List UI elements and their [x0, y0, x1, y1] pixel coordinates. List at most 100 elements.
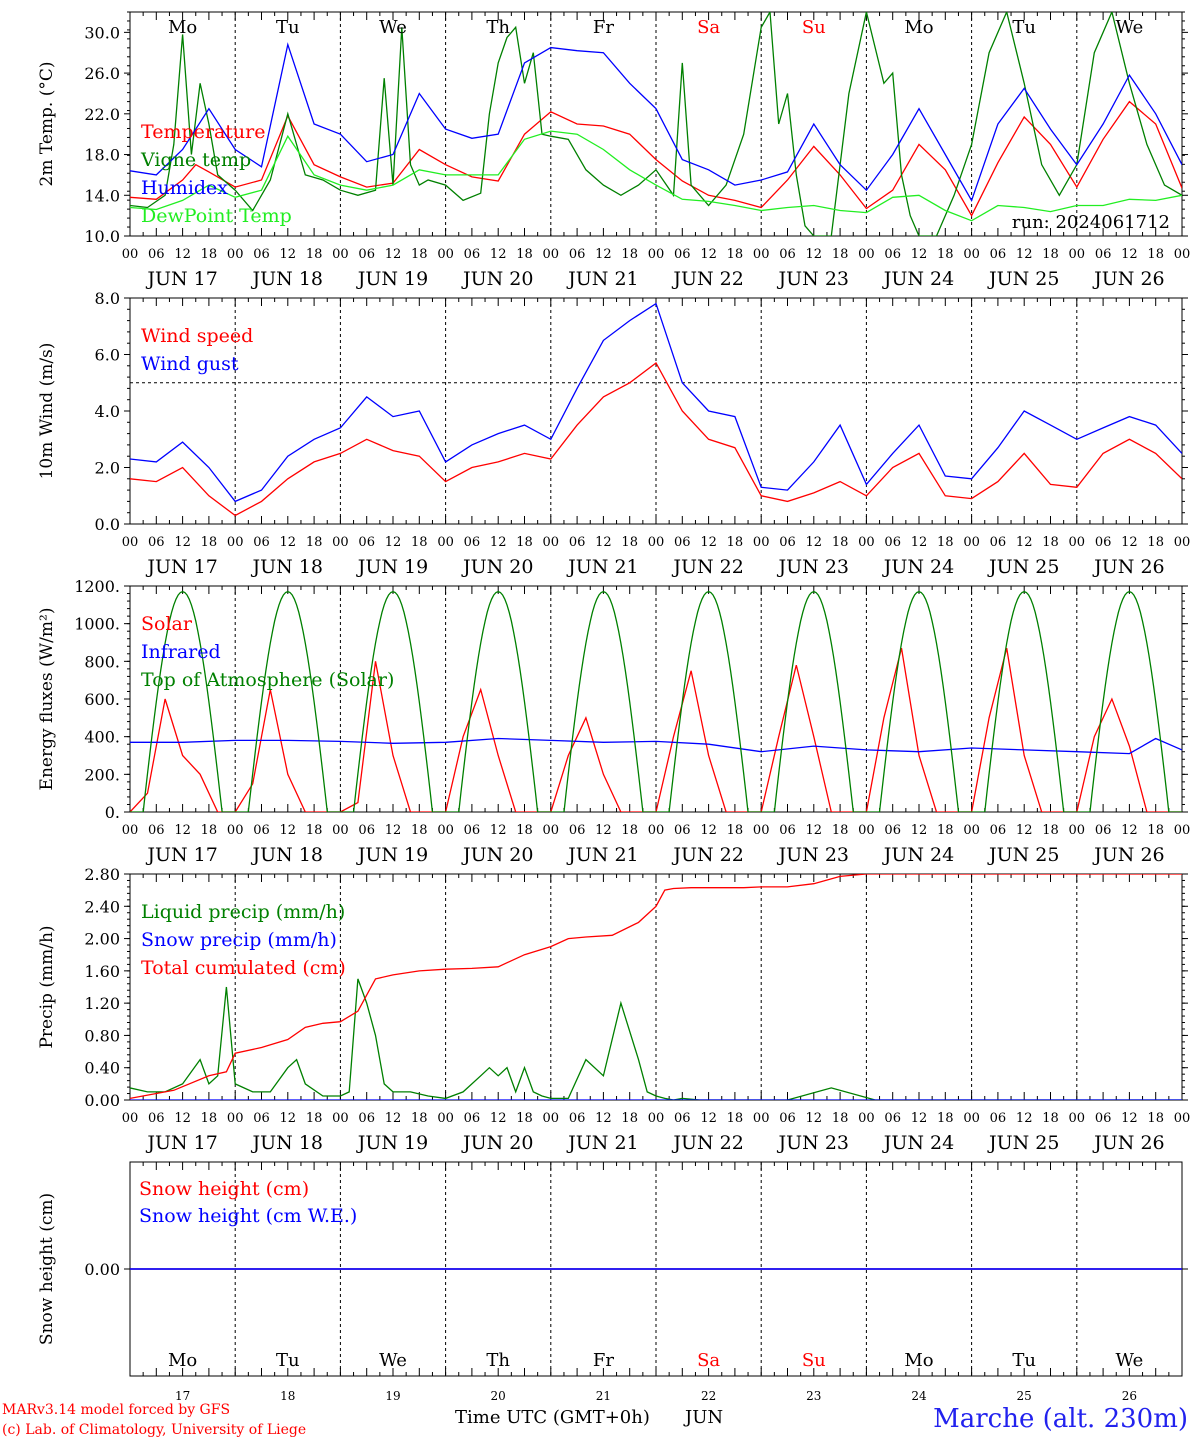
hour-tick-label: 06: [990, 823, 1007, 838]
hour-tick-label: 06: [253, 535, 270, 550]
hour-tick-label: 12: [1016, 1111, 1033, 1126]
hour-tick-label: 00: [858, 247, 875, 262]
date-label: JUN 21: [566, 268, 638, 290]
date-label: JUN 25: [987, 268, 1059, 290]
legend-entry: Humidex: [141, 177, 228, 199]
hour-tick-label: 00: [227, 823, 244, 838]
hour-tick-label: 18: [306, 823, 323, 838]
legend-entry: Snow height (cm W.E.): [139, 1205, 357, 1227]
hour-tick-label: 00: [1174, 1111, 1191, 1126]
hour-tick-label: 12: [1016, 247, 1033, 262]
hour-tick-label: 12: [700, 247, 717, 262]
hour-tick-label: 06: [1095, 247, 1112, 262]
y-tick-label: 14.0: [84, 186, 120, 205]
hour-tick-label: 18: [1042, 1111, 1059, 1126]
y-tick-label: 2.80: [84, 865, 120, 884]
hour-tick-label: 12: [806, 247, 823, 262]
hour-tick-label: 06: [884, 535, 901, 550]
series-line-infrared: [130, 737, 1182, 755]
hour-tick-label: 18: [516, 1111, 533, 1126]
hour-tick-label: 12: [595, 823, 612, 838]
y-tick-label: 0.0: [95, 515, 120, 534]
hour-tick-label: 06: [884, 823, 901, 838]
hour-tick-label: 12: [1016, 535, 1033, 550]
weekday-label: Tu: [1012, 1350, 1036, 1371]
hour-tick-label: 00: [437, 823, 454, 838]
legend-entry: Total cumulated (cm): [141, 957, 346, 979]
series-line-wind-gust: [130, 302, 1182, 503]
hour-tick-label: 00: [858, 1111, 875, 1126]
hour-tick-label: 00: [1069, 1111, 1086, 1126]
series-group: [130, 302, 1182, 517]
hour-tick-label: 18: [306, 535, 323, 550]
hour-tick-label: 06: [990, 247, 1007, 262]
credit-lab: (c) Lab. of Climatology, University of L…: [2, 1422, 306, 1438]
y-tick-label: 800.: [84, 652, 120, 671]
run-label: run: 2024061712: [1012, 212, 1170, 233]
y-axis-label: 2m Temp. (°C): [37, 61, 57, 186]
date-label: JUN 22: [671, 556, 743, 578]
hour-tick-label: 00: [122, 535, 139, 550]
hour-tick-label: 18: [201, 1111, 218, 1126]
legend-entry: Infrared: [141, 641, 221, 663]
hour-tick-label: 12: [1121, 535, 1138, 550]
hour-tick-label: 18: [411, 1111, 428, 1126]
series-line-dewpoint-temp: [130, 130, 1182, 222]
hour-tick-label: 18: [621, 247, 638, 262]
hour-tick-label: 00: [332, 247, 349, 262]
hour-tick-label: 12: [700, 535, 717, 550]
weekday-label: We: [1116, 1350, 1144, 1371]
date-label: JUN 18: [251, 844, 323, 866]
hour-tick-label: 18: [1042, 535, 1059, 550]
hour-tick-label: 00: [437, 1111, 454, 1126]
hour-tick-label: 00: [227, 1111, 244, 1126]
hour-tick-label: 00: [963, 823, 980, 838]
date-label: JUN 20: [461, 1132, 533, 1154]
hour-tick-label: 00: [122, 1111, 139, 1126]
y-tick-label: 1.60: [84, 962, 120, 981]
weekday-label: Tu: [276, 1350, 300, 1371]
hour-tick-label: 12: [174, 247, 191, 262]
hour-tick-label: 06: [674, 823, 691, 838]
date-label: JUN 20: [461, 844, 533, 866]
hour-tick-label: 06: [990, 1111, 1007, 1126]
hour-tick-label: 12: [490, 823, 507, 838]
hour-tick-label: 18: [516, 247, 533, 262]
weekday-label: Th: [486, 17, 510, 38]
hour-tick-label: 00: [227, 535, 244, 550]
date-label: JUN 21: [566, 1132, 638, 1154]
legend-entry: Liquid precip (mm/h): [141, 901, 345, 923]
y-tick-label: 0.00: [84, 1260, 120, 1279]
date-label: JUN 26: [1092, 556, 1164, 578]
hour-tick-label: 12: [174, 535, 191, 550]
y-tick-label: 30.0: [84, 23, 120, 42]
date-label: JUN 19: [356, 556, 428, 578]
y-tick-label: 1200.: [74, 577, 120, 596]
hour-tick-label: 06: [674, 247, 691, 262]
hour-tick-label: 18: [937, 247, 954, 262]
hour-tick-label: 12: [280, 823, 297, 838]
legend-entry: Wind speed: [141, 325, 253, 347]
day-number-label: 22: [701, 1389, 716, 1403]
day-number-label: 25: [1017, 1389, 1032, 1403]
hour-tick-label: 18: [411, 247, 428, 262]
hour-tick-label: 12: [911, 535, 928, 550]
hour-tick-label: 06: [148, 823, 165, 838]
hour-tick-label: 06: [779, 535, 796, 550]
y-axis-label: Energy fluxes (W/m²): [37, 608, 57, 791]
hour-tick-label: 12: [595, 1111, 612, 1126]
hour-tick-label: 06: [1095, 1111, 1112, 1126]
hour-tick-label: 12: [806, 823, 823, 838]
hour-tick-label: 12: [280, 1111, 297, 1126]
hour-tick-label: 06: [779, 247, 796, 262]
hour-tick-label: 00: [543, 1111, 560, 1126]
y-tick-label: 1000.: [74, 615, 120, 634]
hour-tick-label: 18: [1147, 535, 1164, 550]
hour-tick-label: 18: [1147, 1111, 1164, 1126]
hour-tick-label: 12: [280, 535, 297, 550]
hour-tick-label: 00: [122, 823, 139, 838]
hour-tick-label: 06: [569, 823, 586, 838]
day-number-label: 20: [491, 1389, 506, 1403]
hour-tick-label: 12: [385, 823, 402, 838]
weekday-label: Tu: [276, 17, 300, 38]
